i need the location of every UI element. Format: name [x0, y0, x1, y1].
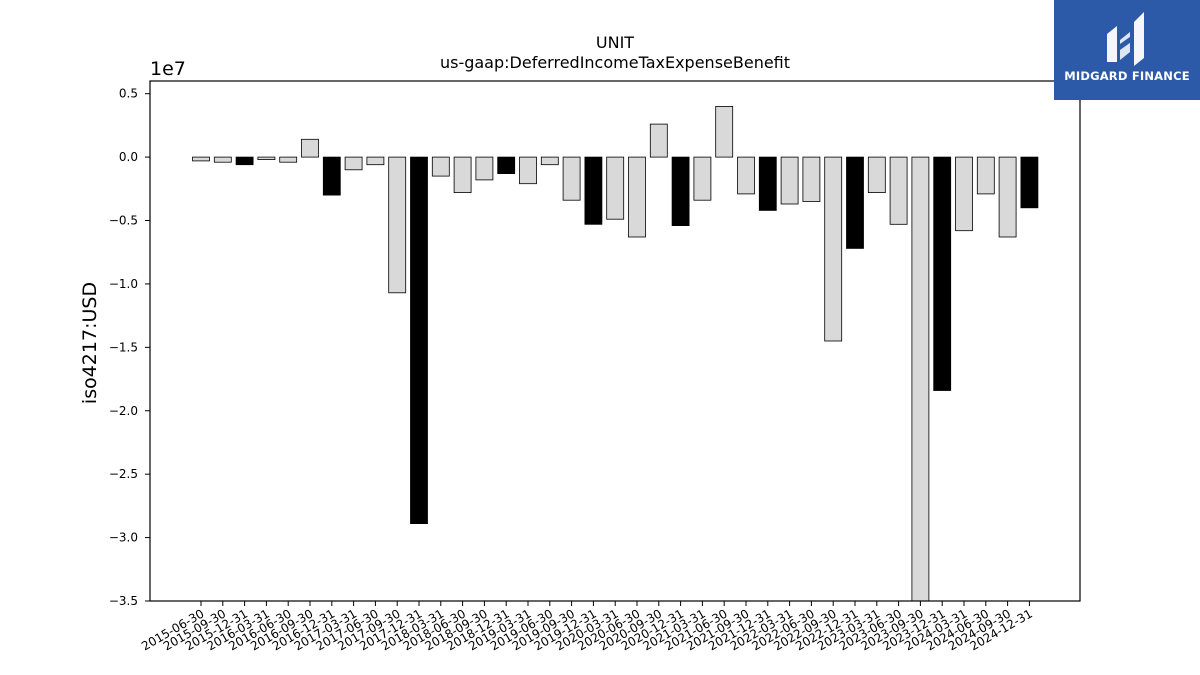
bar-2019-12-31 — [584, 156, 603, 225]
bar-2022-12-31 — [846, 156, 864, 249]
bar-2018-06-30 — [453, 156, 472, 194]
bar-2017-12-31 — [410, 156, 428, 525]
bar-2016-03-31 — [257, 156, 276, 161]
bar-2016-06-30 — [279, 156, 298, 163]
y-tick-label: −2.0 — [109, 404, 138, 418]
y-tick-label: −0.5 — [109, 214, 138, 228]
bar-2018-03-31 — [431, 156, 450, 177]
y-tick-label: −3.5 — [109, 594, 138, 608]
y-tick-label: 0.0 — [119, 150, 138, 164]
bar-2016-12-31 — [322, 156, 341, 196]
bar-2015-06-30 — [192, 156, 210, 162]
bar-2015-12-31 — [235, 156, 254, 166]
bar-2017-06-30 — [366, 156, 385, 166]
bar-2020-09-30 — [649, 123, 668, 158]
y-tick-label: −3.0 — [109, 531, 138, 545]
bar-2024-09-30 — [998, 156, 1017, 238]
midgard-m-logo-icon — [1107, 12, 1144, 66]
bar-2023-06-30 — [889, 156, 908, 225]
bar-2020-06-30 — [628, 156, 646, 238]
bars-group — [192, 106, 1039, 602]
bar-2018-12-31 — [497, 156, 516, 175]
bar-2020-12-31 — [671, 156, 690, 227]
brand-name: MIDGARD FINANCE — [1064, 69, 1190, 83]
y-tick-label: 0.5 — [119, 87, 138, 101]
y-tick-label: −1.0 — [109, 277, 138, 291]
bar-2019-03-31 — [519, 156, 537, 185]
bar-2018-09-30 — [475, 156, 494, 181]
bar-2024-03-31 — [955, 156, 973, 232]
bar-2022-03-31 — [780, 156, 799, 205]
bar-2016-09-30 — [301, 138, 319, 158]
bar-2022-06-30 — [802, 156, 821, 202]
bar-2023-03-31 — [867, 156, 886, 194]
bar-2024-12-31 — [1020, 156, 1039, 209]
bar-2015-09-30 — [213, 156, 232, 163]
y-scale-label: 1e7 — [150, 58, 186, 80]
bar-2024-06-30 — [976, 156, 995, 195]
y-axis-label: iso4217:USD — [79, 282, 101, 404]
bar-2017-09-30 — [388, 156, 407, 294]
bar-2020-03-31 — [606, 156, 625, 220]
bar-2022-09-30 — [824, 156, 843, 342]
chart-subtitle: us-gaap:DeferredIncomeTaxExpenseBenefit — [440, 53, 790, 72]
brand-logo: MIDGARD FINANCE — [1054, 0, 1200, 100]
x-ticks-group: 2015-06-302015-09-302015-12-312016-03-31… — [139, 601, 1035, 653]
bar-2019-09-30 — [562, 156, 581, 201]
bar-2023-09-30 — [911, 156, 930, 602]
y-tick-label: −2.5 — [109, 467, 138, 481]
bar-2021-06-30 — [715, 106, 734, 158]
bar-2023-12-31 — [933, 156, 952, 391]
chart-title: UNIT — [596, 33, 634, 52]
bar-2017-03-31 — [344, 156, 363, 171]
bar-2021-03-31 — [693, 156, 712, 201]
bar-2021-12-31 — [758, 156, 777, 211]
y-tick-label: −1.5 — [109, 340, 138, 354]
plot-frame — [149, 80, 1081, 602]
bar-2021-09-30 — [737, 156, 755, 195]
bar-2019-06-30 — [540, 156, 559, 166]
y-ticks-group: 0.5 0.0 −0.5 −1.0 −1.5 −2.0 −2.5 −3.0 −3.5 — [109, 87, 150, 608]
